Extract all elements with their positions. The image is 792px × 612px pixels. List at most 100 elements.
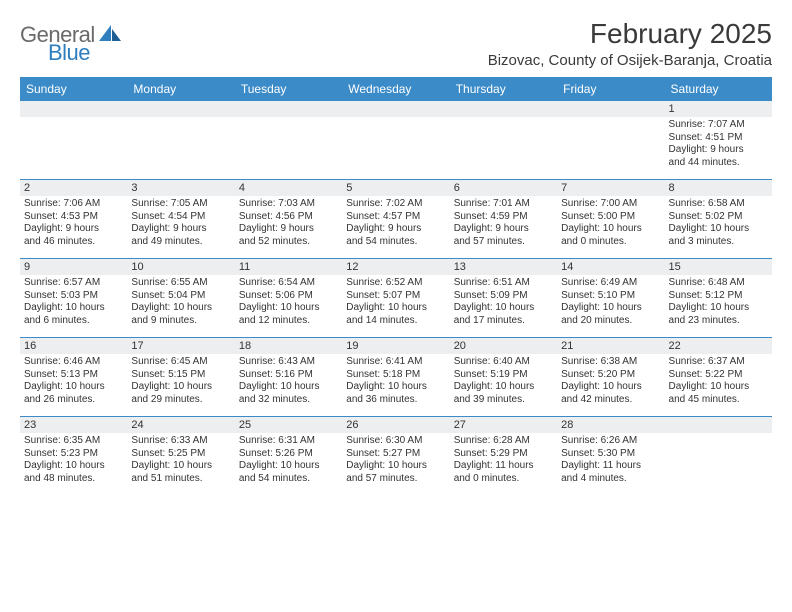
day-detail-line: Sunrise: 6:52 AM: [346, 277, 445, 290]
day-detail-line: Sunrise: 6:26 AM: [561, 435, 660, 448]
day-detail-line: Sunset: 5:27 PM: [346, 448, 445, 461]
day-cell-empty: [665, 417, 772, 495]
day-detail-line: and 42 minutes.: [561, 394, 660, 407]
day-detail-line: Sunset: 5:00 PM: [561, 211, 660, 224]
day-details: Sunrise: 6:51 AMSunset: 5:09 PMDaylight:…: [450, 275, 557, 331]
day-cell-14: 14Sunrise: 6:49 AMSunset: 5:10 PMDayligh…: [557, 259, 664, 337]
day-detail-line: and 12 minutes.: [239, 315, 338, 328]
day-cell-empty: [450, 101, 557, 179]
day-number: [665, 417, 772, 433]
day-detail-line: Daylight: 10 hours: [239, 381, 338, 394]
day-number: 28: [557, 417, 664, 433]
day-number: [20, 101, 127, 117]
day-cell-28: 28Sunrise: 6:26 AMSunset: 5:30 PMDayligh…: [557, 417, 664, 495]
day-cell-15: 15Sunrise: 6:48 AMSunset: 5:12 PMDayligh…: [665, 259, 772, 337]
day-details: Sunrise: 6:49 AMSunset: 5:10 PMDaylight:…: [557, 275, 664, 331]
day-details: [127, 117, 234, 123]
day-number: 9: [20, 259, 127, 275]
day-detail-line: Daylight: 10 hours: [131, 381, 230, 394]
day-number: 7: [557, 180, 664, 196]
day-number: 21: [557, 338, 664, 354]
day-cell-16: 16Sunrise: 6:46 AMSunset: 5:13 PMDayligh…: [20, 338, 127, 416]
day-cell-empty: [127, 101, 234, 179]
day-number: 26: [342, 417, 449, 433]
day-details: Sunrise: 6:58 AMSunset: 5:02 PMDaylight:…: [665, 196, 772, 252]
day-cell-24: 24Sunrise: 6:33 AMSunset: 5:25 PMDayligh…: [127, 417, 234, 495]
day-detail-line: Sunset: 5:09 PM: [454, 290, 553, 303]
day-detail-line: Daylight: 9 hours: [454, 223, 553, 236]
day-cell-empty: [235, 101, 342, 179]
day-detail-line: Sunset: 5:04 PM: [131, 290, 230, 303]
day-detail-line: Sunset: 5:16 PM: [239, 369, 338, 382]
logo-sail-icon: [99, 25, 121, 43]
day-details: [450, 117, 557, 123]
day-cell-13: 13Sunrise: 6:51 AMSunset: 5:09 PMDayligh…: [450, 259, 557, 337]
day-detail-line: Sunset: 5:13 PM: [24, 369, 123, 382]
day-detail-line: Sunrise: 7:05 AM: [131, 198, 230, 211]
day-number: [127, 101, 234, 117]
day-detail-line: and 39 minutes.: [454, 394, 553, 407]
day-detail-line: Sunset: 5:02 PM: [669, 211, 768, 224]
day-details: Sunrise: 6:28 AMSunset: 5:29 PMDaylight:…: [450, 433, 557, 489]
day-detail-line: and 23 minutes.: [669, 315, 768, 328]
day-number: 22: [665, 338, 772, 354]
day-detail-line: Sunset: 5:23 PM: [24, 448, 123, 461]
day-cell-21: 21Sunrise: 6:38 AMSunset: 5:20 PMDayligh…: [557, 338, 664, 416]
day-detail-line: Sunset: 5:12 PM: [669, 290, 768, 303]
day-number: 12: [342, 259, 449, 275]
day-details: Sunrise: 7:01 AMSunset: 4:59 PMDaylight:…: [450, 196, 557, 252]
day-number: 14: [557, 259, 664, 275]
day-detail-line: Sunset: 5:19 PM: [454, 369, 553, 382]
day-detail-line: Sunrise: 6:43 AM: [239, 356, 338, 369]
day-detail-line: Sunset: 5:18 PM: [346, 369, 445, 382]
day-detail-line: and 57 minutes.: [454, 236, 553, 249]
day-cell-11: 11Sunrise: 6:54 AMSunset: 5:06 PMDayligh…: [235, 259, 342, 337]
calendar-grid: SundayMondayTuesdayWednesdayThursdayFrid…: [20, 77, 772, 495]
header: General Blue February 2025 Bizovac, Coun…: [20, 18, 772, 69]
day-detail-line: and 51 minutes.: [131, 473, 230, 486]
weekday-header-row: SundayMondayTuesdayWednesdayThursdayFrid…: [20, 77, 772, 101]
day-details: Sunrise: 6:35 AMSunset: 5:23 PMDaylight:…: [20, 433, 127, 489]
day-details: Sunrise: 6:26 AMSunset: 5:30 PMDaylight:…: [557, 433, 664, 489]
week-row: 9Sunrise: 6:57 AMSunset: 5:03 PMDaylight…: [20, 258, 772, 337]
week-row: 1Sunrise: 7:07 AMSunset: 4:51 PMDaylight…: [20, 101, 772, 179]
day-detail-line: Sunrise: 7:07 AM: [669, 119, 768, 132]
day-detail-line: and 3 minutes.: [669, 236, 768, 249]
month-title: February 2025: [488, 18, 772, 50]
day-details: Sunrise: 7:02 AMSunset: 4:57 PMDaylight:…: [342, 196, 449, 252]
day-detail-line: Sunrise: 6:40 AM: [454, 356, 553, 369]
day-cell-18: 18 Sunrise: 6:43 AMSunset: 5:16 PMDayligh…: [235, 338, 342, 416]
logo: General Blue: [20, 22, 121, 48]
day-detail-line: Daylight: 10 hours: [454, 381, 553, 394]
day-details: Sunrise: 6:40 AMSunset: 5:19 PMDaylight:…: [450, 354, 557, 410]
day-detail-line: Daylight: 10 hours: [454, 302, 553, 315]
day-details: [235, 117, 342, 123]
day-detail-line: and 44 minutes.: [669, 157, 768, 170]
day-details: Sunrise: 7:03 AMSunset: 4:56 PMDaylight:…: [235, 196, 342, 252]
day-details: Sunrise: 6:33 AMSunset: 5:25 PMDaylight:…: [127, 433, 234, 489]
day-detail-line: Sunset: 5:30 PM: [561, 448, 660, 461]
weekday-tuesday: Tuesday: [235, 77, 342, 101]
day-detail-line: Daylight: 10 hours: [239, 302, 338, 315]
day-detail-line: Daylight: 9 hours: [669, 144, 768, 157]
day-cell-empty: [342, 101, 449, 179]
day-number: 10: [127, 259, 234, 275]
day-details: Sunrise: 7:06 AMSunset: 4:53 PMDaylight:…: [20, 196, 127, 252]
day-detail-line: and 54 minutes.: [239, 473, 338, 486]
day-detail-line: Sunset: 4:56 PM: [239, 211, 338, 224]
day-number: 17: [127, 338, 234, 354]
day-detail-line: Sunrise: 6:37 AM: [669, 356, 768, 369]
day-details: Sunrise: 6:54 AMSunset: 5:06 PMDaylight:…: [235, 275, 342, 331]
day-number: 3: [127, 180, 234, 196]
day-cell-10: 10Sunrise: 6:55 AMSunset: 5:04 PMDayligh…: [127, 259, 234, 337]
day-number: 18: [235, 338, 342, 354]
day-number: [235, 101, 342, 117]
day-detail-line: and 46 minutes.: [24, 236, 123, 249]
day-cell-12: 12Sunrise: 6:52 AMSunset: 5:07 PMDayligh…: [342, 259, 449, 337]
day-details: Sunrise: 6:38 AMSunset: 5:20 PMDaylight:…: [557, 354, 664, 410]
day-detail-line: Sunrise: 6:35 AM: [24, 435, 123, 448]
day-details: [557, 117, 664, 123]
day-detail-line: Sunrise: 6:49 AM: [561, 277, 660, 290]
day-number: 16: [20, 338, 127, 354]
day-cell-3: 3Sunrise: 7:05 AMSunset: 4:54 PMDaylight…: [127, 180, 234, 258]
